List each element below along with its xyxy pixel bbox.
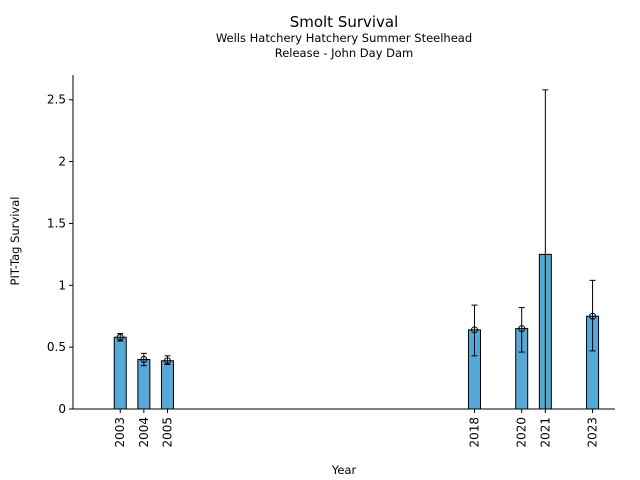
y-tick-label: 0 bbox=[58, 402, 66, 416]
y-tick-label: 2 bbox=[58, 155, 66, 169]
x-tick-label: 2023 bbox=[586, 417, 600, 448]
point-marker bbox=[116, 333, 124, 341]
point-marker bbox=[589, 312, 597, 320]
y-tick-label: 0.5 bbox=[47, 340, 66, 354]
point-marker bbox=[163, 357, 171, 365]
point-marker bbox=[470, 326, 478, 334]
x-tick-label: 2004 bbox=[137, 417, 151, 448]
y-tick-label: 2.5 bbox=[47, 93, 66, 107]
point-marker bbox=[140, 356, 148, 364]
chart-subtitle-line-1: Wells Hatchery Hatchery Summer Steelhead bbox=[215, 31, 473, 45]
y-tick-label: 1.5 bbox=[47, 216, 66, 230]
bar bbox=[160, 360, 174, 410]
x-tick-label: 2018 bbox=[467, 417, 481, 448]
x-tick-label: 2005 bbox=[160, 417, 174, 448]
bar bbox=[137, 359, 151, 410]
bar bbox=[113, 336, 127, 410]
y-tick-label: 1 bbox=[58, 278, 66, 292]
x-tick-label: 2021 bbox=[538, 417, 552, 448]
chart-title: Smolt Survival bbox=[289, 13, 399, 31]
x-tick-label: 2003 bbox=[113, 417, 127, 448]
chart-subtitle-line-2: Release - John Day Dam bbox=[274, 46, 414, 60]
point-marker bbox=[518, 325, 526, 333]
x-tick-label: 2020 bbox=[515, 417, 529, 448]
x-axis-label: Year bbox=[331, 463, 357, 477]
